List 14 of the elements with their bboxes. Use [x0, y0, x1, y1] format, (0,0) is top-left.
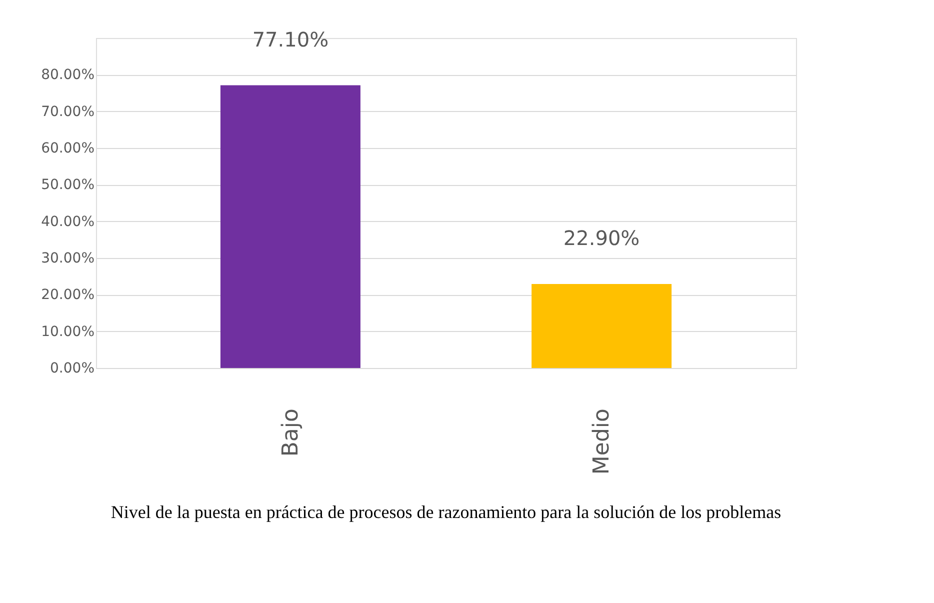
- x-tick-label: Medio: [590, 408, 615, 475]
- y-tick-label: 80.00%: [41, 67, 94, 84]
- data-label: 77.10%: [252, 27, 329, 52]
- y-tick-label: 70.00%: [41, 104, 94, 120]
- x-tick-label: Bajo: [278, 408, 304, 457]
- y-tick-label: 10.00%: [41, 324, 94, 340]
- y-tick-label: 0.00%: [50, 360, 94, 376]
- y-tick-label: 40.00%: [41, 214, 94, 230]
- y-tick-label: 30.00%: [41, 250, 94, 266]
- data-label: 22.90%: [563, 226, 640, 250]
- text: Nivel de la puesta en práctica de procesos de razonamiento para la solución de los problemas: [110, 502, 782, 522]
- y-tick-label: 50.00%: [41, 177, 94, 194]
- y-tick-label: 60.00%: [41, 140, 94, 156]
- y-tick-label: 20.00%: [41, 287, 94, 304]
